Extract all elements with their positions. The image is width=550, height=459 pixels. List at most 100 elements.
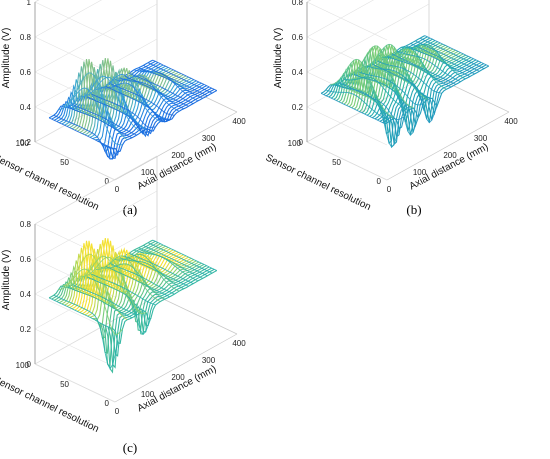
y-tick-label: 0 bbox=[377, 177, 382, 186]
panel-caption: (b) bbox=[406, 202, 421, 217]
x-tick-label: 400 bbox=[504, 117, 518, 126]
x-tick-label: 0 bbox=[115, 185, 120, 194]
x-tick-label: 200 bbox=[171, 151, 185, 160]
y-tick-label: 50 bbox=[60, 158, 69, 167]
surface-line bbox=[372, 64, 438, 124]
surface-line bbox=[67, 286, 133, 319]
x-tick-label: 100 bbox=[413, 168, 427, 177]
z-tick-label: 0.4 bbox=[20, 103, 32, 112]
surface-line bbox=[82, 76, 147, 130]
surface-line bbox=[105, 85, 170, 123]
z-tick-label: 0.6 bbox=[292, 33, 304, 42]
surface-line bbox=[72, 104, 137, 136]
surface-line bbox=[48, 297, 114, 330]
axes-box bbox=[306, 0, 510, 181]
surface-line bbox=[405, 45, 471, 77]
surface-line bbox=[53, 114, 119, 160]
surface-line bbox=[124, 255, 189, 287]
surface-line bbox=[48, 117, 114, 149]
y-tick-label: 100 bbox=[288, 139, 302, 148]
surface-line bbox=[386, 55, 452, 88]
surface-line bbox=[86, 96, 151, 134]
surface-line bbox=[143, 244, 208, 277]
surface-line bbox=[63, 72, 128, 141]
z-tick-label: 1 bbox=[27, 0, 32, 7]
surface-line bbox=[152, 239, 217, 271]
surface-line bbox=[396, 50, 461, 83]
surface-line bbox=[138, 67, 203, 99]
surface-line bbox=[58, 87, 123, 146]
z-tick-label: 0.4 bbox=[20, 290, 32, 299]
surface-line bbox=[147, 62, 213, 94]
y-axis-label: Sensor channel resolution bbox=[0, 152, 100, 213]
surface-line bbox=[124, 75, 189, 107]
surface-line bbox=[119, 77, 185, 110]
surface-line bbox=[82, 256, 147, 314]
y-tick-label: 0 bbox=[105, 399, 110, 408]
surface-line bbox=[91, 273, 156, 306]
surface-line bbox=[77, 255, 142, 313]
surface-line bbox=[152, 59, 217, 91]
surface-line bbox=[147, 242, 213, 274]
surface-line bbox=[115, 253, 180, 292]
x-tick-label: 400 bbox=[232, 339, 246, 348]
surface-line bbox=[72, 284, 137, 316]
z-axis-label: Amplitude (V) bbox=[273, 28, 284, 89]
surface-line bbox=[335, 84, 400, 148]
y-tick-label: 50 bbox=[60, 380, 69, 389]
z-tick-label: 0.2 bbox=[20, 138, 32, 147]
z-tick-label: 0.8 bbox=[20, 220, 32, 229]
panel-caption: (c) bbox=[123, 440, 137, 455]
surface-line bbox=[339, 82, 405, 121]
x-tick-label: 0 bbox=[387, 185, 392, 194]
surface-mesh bbox=[320, 35, 490, 149]
surface-line bbox=[100, 263, 166, 300]
surface-line bbox=[67, 106, 133, 139]
y-tick-label: 50 bbox=[332, 158, 341, 167]
z-tick-label: 0.2 bbox=[292, 103, 304, 112]
surface-mesh bbox=[48, 58, 218, 160]
x-tick-label: 400 bbox=[232, 117, 246, 126]
surface-line bbox=[363, 43, 428, 100]
surface-line bbox=[110, 83, 175, 116]
z-tick-label: 0.8 bbox=[292, 0, 304, 7]
surface-line bbox=[353, 74, 419, 136]
x-axis-label: Axial distance (mm) bbox=[136, 364, 219, 415]
z-axis-label: Amplitude (V) bbox=[1, 250, 12, 311]
surface-line bbox=[53, 294, 119, 370]
y-tick-label: 100 bbox=[16, 139, 30, 148]
surface-line bbox=[358, 71, 423, 106]
x-tick-label: 0 bbox=[115, 407, 120, 416]
z-axis-label: Amplitude (V) bbox=[1, 28, 12, 89]
surface-line bbox=[110, 88, 215, 156]
surface-line bbox=[320, 92, 386, 125]
z-tick-label: 0.4 bbox=[292, 68, 304, 77]
y-tick-label: 100 bbox=[16, 361, 30, 370]
x-tick-label: 100 bbox=[141, 168, 155, 177]
z-tick-label: 0.2 bbox=[20, 325, 32, 334]
x-tick-label: 300 bbox=[202, 134, 216, 143]
surface-line bbox=[105, 265, 170, 298]
surface-line bbox=[110, 263, 175, 295]
surface-line bbox=[325, 89, 391, 122]
x-tick-label: 200 bbox=[171, 373, 185, 382]
surface-line bbox=[129, 252, 194, 285]
surface-line bbox=[410, 43, 475, 75]
surface-line bbox=[86, 276, 152, 335]
z-tick-label: 0.8 bbox=[20, 33, 32, 42]
surface-line bbox=[330, 58, 395, 119]
surface-line bbox=[391, 53, 456, 85]
z-tick-label: 0 bbox=[27, 360, 32, 369]
surface-line bbox=[77, 75, 142, 133]
surface-line bbox=[368, 65, 433, 99]
y-axis-label: Sensor channel resolution bbox=[0, 374, 100, 435]
surface-line bbox=[119, 257, 185, 290]
surface-line bbox=[100, 82, 166, 120]
surface-mesh bbox=[48, 238, 218, 374]
